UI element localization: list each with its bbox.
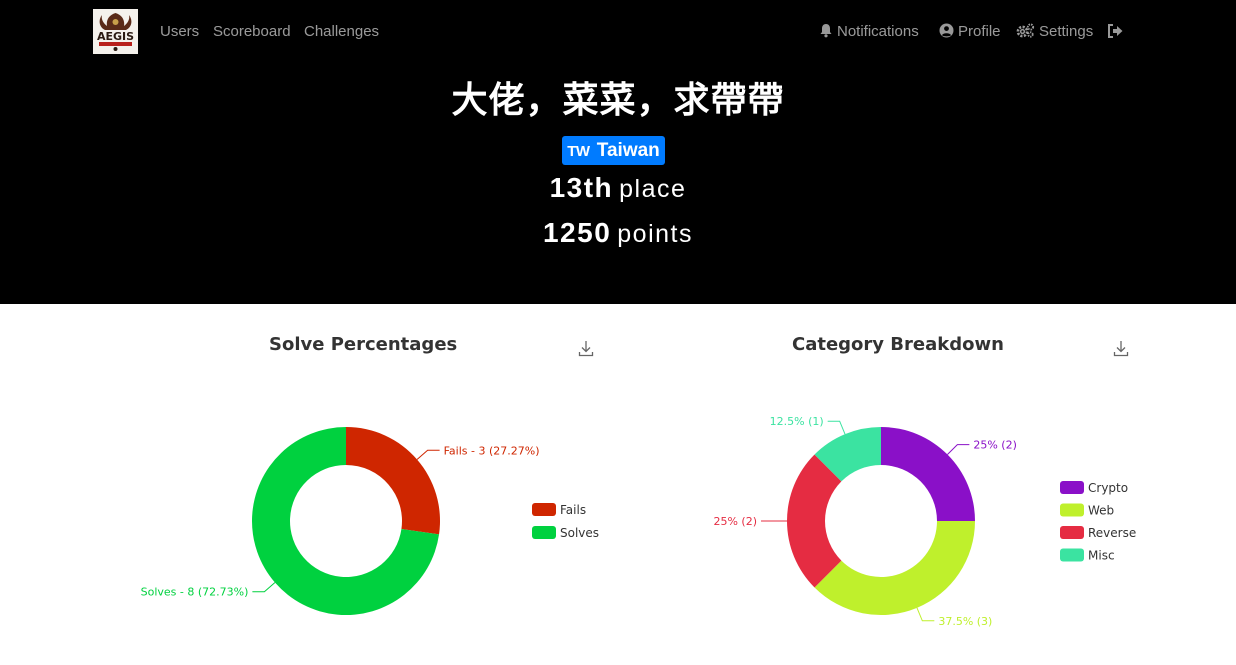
leader-line-misc xyxy=(827,420,846,435)
slice-reverse[interactable] xyxy=(787,454,842,588)
data-label-web: 37.5% (3) xyxy=(938,615,992,628)
notifications-label: Notifications xyxy=(837,23,919,40)
navbar: AEGIS Users Scoreboard Challenges Notifi… xyxy=(0,0,1236,64)
legend-label-misc[interactable]: Misc xyxy=(1088,549,1115,563)
bell-icon xyxy=(820,24,832,38)
legend-swatch-solves[interactable] xyxy=(532,526,556,539)
nav-scoreboard-link[interactable]: Scoreboard xyxy=(213,23,291,40)
legend-swatch-reverse[interactable] xyxy=(1060,526,1084,539)
leader-line-solves xyxy=(252,582,276,593)
team-name: 大佬，菜菜，求帶帶 xyxy=(451,80,785,121)
nav-users-link[interactable]: Users xyxy=(160,23,200,40)
profile-label: Profile xyxy=(958,23,1001,40)
solve-percentages-title: Solve Percentages xyxy=(269,334,458,355)
legend-label-web[interactable]: Web xyxy=(1088,504,1114,518)
settings-label: Settings xyxy=(1039,23,1094,40)
team-points: 1250 points xyxy=(0,217,1236,249)
download-icon xyxy=(578,341,594,357)
legend-label-fails[interactable]: Fails xyxy=(560,503,586,517)
nav-settings-link[interactable]: Settings xyxy=(1016,22,1093,42)
team-header: AEGIS Users Scoreboard Challenges Notifi… xyxy=(0,0,1236,304)
download-icon xyxy=(1113,341,1129,357)
country-badge: TW Taiwan xyxy=(562,136,665,165)
sign-out-icon xyxy=(1108,24,1123,38)
legend-swatch-misc[interactable] xyxy=(1060,548,1084,562)
slice-web[interactable] xyxy=(814,521,975,615)
data-label-reverse: 25% (2) xyxy=(713,515,757,528)
nav-profile-link[interactable]: Profile xyxy=(939,22,1001,42)
nav-logout-link[interactable] xyxy=(1107,22,1128,42)
place-number: 13th xyxy=(549,172,614,203)
legend-swatch-web[interactable] xyxy=(1060,503,1084,517)
points-unit: points xyxy=(617,220,693,248)
solve-percentages-chart: Fails - 3 (27.27%) Solves - 8 (72.73%) Fai… xyxy=(141,427,599,615)
leader-line-fails xyxy=(416,449,440,460)
legend-label-crypto[interactable]: Crypto xyxy=(1088,481,1128,495)
aegis-logo[interactable]: AEGIS xyxy=(93,9,138,54)
legend-label-reverse[interactable]: Reverse xyxy=(1088,526,1136,540)
slice-solves[interactable] xyxy=(252,427,440,615)
category-breakdown-chart: 25% (2) 37.5% (3) 25% (2) 12.5% (1) Crypto We… xyxy=(713,415,1136,628)
cogs-icon xyxy=(1016,23,1035,38)
legend-label-solves[interactable]: Solves xyxy=(560,526,599,540)
data-label-misc: 12.5% (1) xyxy=(770,415,824,428)
country-name: Taiwan xyxy=(596,140,660,161)
team-place: 13th place xyxy=(0,172,1236,204)
nav-notifications-link[interactable]: Notifications xyxy=(819,22,919,42)
slice-fails[interactable] xyxy=(346,427,440,535)
aegis-logo-icon: AEGIS xyxy=(93,9,138,54)
download-category-chart-button[interactable] xyxy=(1113,340,1129,357)
user-circle-icon xyxy=(939,23,954,38)
slice-misc[interactable] xyxy=(814,427,881,482)
country-code: TW xyxy=(567,143,590,160)
download-solve-chart-button[interactable] xyxy=(578,340,594,357)
category-breakdown-title: Category Breakdown xyxy=(792,334,1004,355)
data-label-solves: Solves - 8 (72.73%) xyxy=(141,586,249,599)
leader-line-web xyxy=(916,607,935,622)
legend-swatch-crypto[interactable] xyxy=(1060,481,1084,494)
place-unit: place xyxy=(619,175,687,203)
data-label-fails: Fails - 3 (27.27%) xyxy=(444,444,540,457)
legend-swatch-fails[interactable] xyxy=(532,503,556,516)
logo-text: AEGIS xyxy=(97,30,134,43)
slice-crypto[interactable] xyxy=(881,427,975,521)
data-label-crypto: 25% (2) xyxy=(973,439,1017,452)
nav-challenges-link[interactable]: Challenges xyxy=(304,23,380,40)
points-number: 1250 xyxy=(542,217,612,248)
leader-line-crypto xyxy=(947,444,970,455)
